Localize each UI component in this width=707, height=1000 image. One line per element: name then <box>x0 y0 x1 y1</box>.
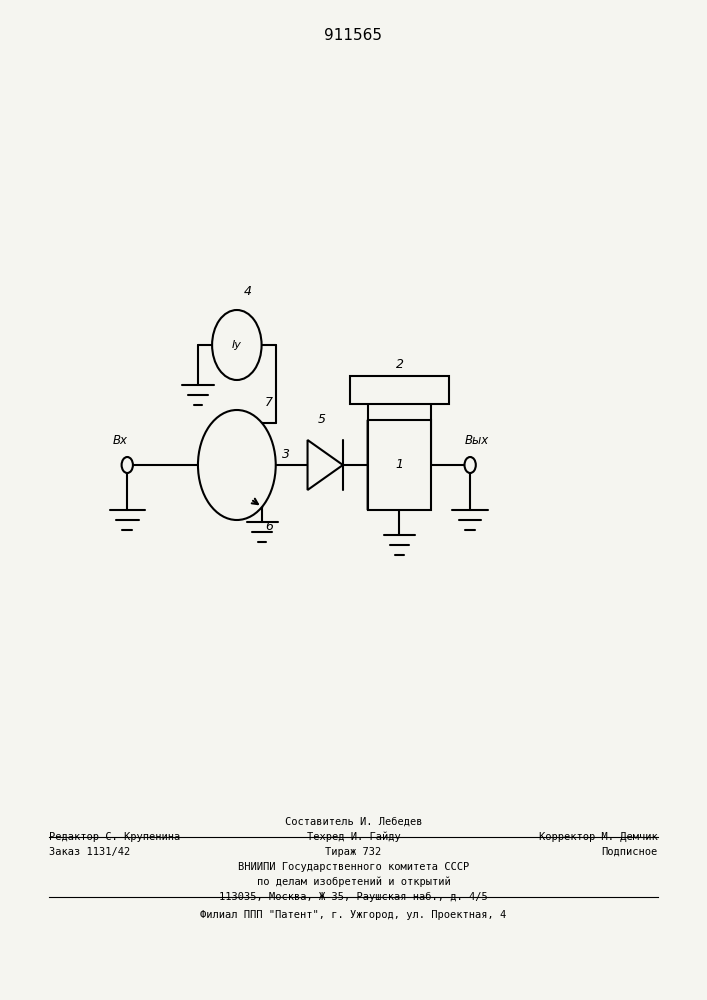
Text: по делам изобретений и открытий: по делам изобретений и открытий <box>257 877 450 887</box>
Circle shape <box>464 457 476 473</box>
Text: 6: 6 <box>265 520 273 533</box>
Text: 1: 1 <box>395 458 404 472</box>
Bar <box>368 420 431 510</box>
Circle shape <box>212 310 262 380</box>
Text: Подписное: Подписное <box>601 847 658 857</box>
Text: Вх: Вх <box>112 434 128 446</box>
Text: 3: 3 <box>282 448 291 462</box>
Text: 113035, Москва, Ж-35, Раушская наб., д. 4/5: 113035, Москва, Ж-35, Раушская наб., д. … <box>219 892 488 902</box>
Text: 911565: 911565 <box>325 27 382 42</box>
Text: Iy: Iy <box>232 340 242 350</box>
Text: 5: 5 <box>317 413 326 426</box>
Text: Корректор М. Демчик: Корректор М. Демчик <box>539 832 658 842</box>
Text: 4: 4 <box>243 285 252 298</box>
Circle shape <box>198 410 276 520</box>
Text: Техред И. Гайду: Техред И. Гайду <box>307 832 400 842</box>
Text: ВНИИПИ Государственного комитета СССР: ВНИИПИ Государственного комитета СССР <box>238 862 469 872</box>
Text: 2: 2 <box>395 359 404 371</box>
Text: Редактор С. Крупенина: Редактор С. Крупенина <box>49 832 181 842</box>
Text: Тираж 732: Тираж 732 <box>325 847 382 857</box>
Polygon shape <box>368 420 431 510</box>
Text: Филиал ППП "Патент", г. Ужгород, ул. Проектная, 4: Филиал ППП "Патент", г. Ужгород, ул. Про… <box>200 910 507 920</box>
Text: 7: 7 <box>265 396 273 409</box>
Circle shape <box>122 457 133 473</box>
Text: Заказ 1131/42: Заказ 1131/42 <box>49 847 131 857</box>
Bar <box>350 376 449 404</box>
Polygon shape <box>308 440 343 490</box>
Text: Составитель И. Лебедев: Составитель И. Лебедев <box>285 817 422 827</box>
Text: Вых: Вых <box>465 434 489 446</box>
